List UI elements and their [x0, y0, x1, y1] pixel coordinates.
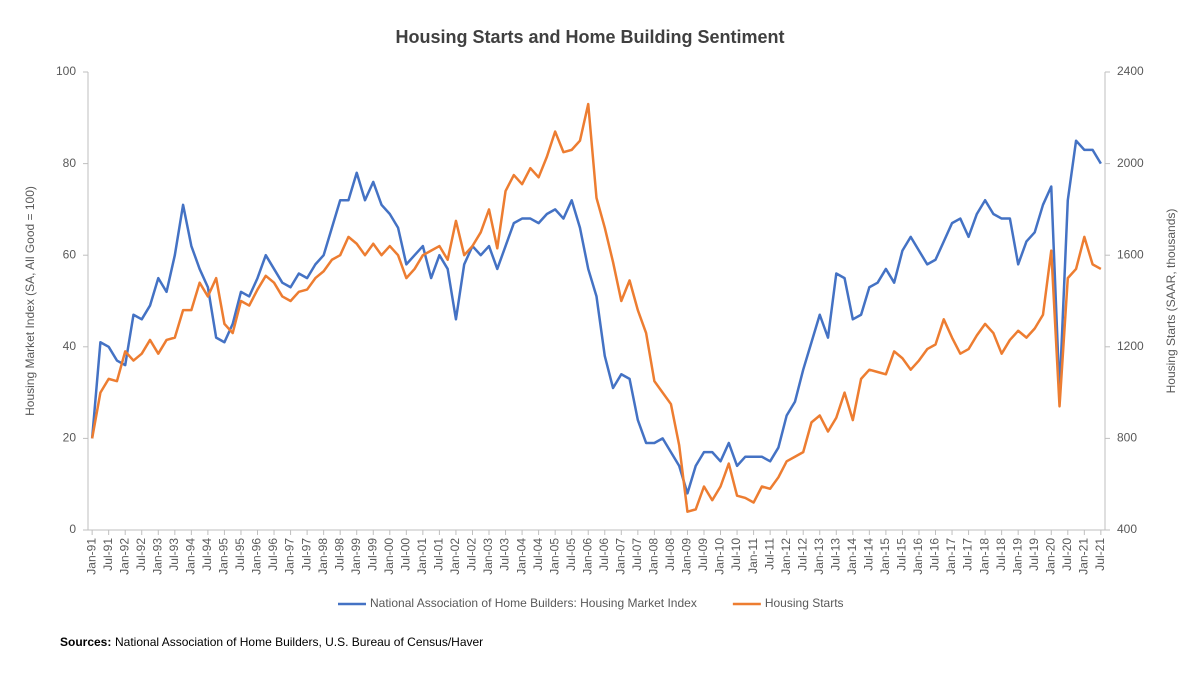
- x-tick-label: Jan-95: [217, 538, 231, 575]
- x-tick-label: Jan-08: [647, 538, 661, 575]
- x-tick-label: Jul-15: [895, 538, 909, 571]
- y2-tick-label: 1200: [1117, 339, 1144, 353]
- x-tick-label: Jul-96: [266, 538, 280, 571]
- x-tick-label: Jul-04: [531, 538, 545, 571]
- y-tick-label: 60: [63, 247, 77, 261]
- x-tick-label: Jan-21: [1077, 538, 1091, 575]
- x-tick-label: Jan-01: [415, 538, 429, 575]
- x-tick-label: Jan-97: [283, 538, 297, 575]
- legend-label: National Association of Home Builders: H…: [370, 596, 697, 610]
- x-tick-label: Jan-05: [547, 538, 561, 575]
- x-tick-label: Jan-07: [613, 538, 627, 575]
- x-tick-label: Jan-12: [779, 538, 793, 575]
- x-tick-label: Jul-94: [200, 538, 214, 571]
- y2-tick-label: 800: [1117, 431, 1137, 445]
- x-tick-label: Jul-93: [167, 538, 181, 571]
- x-tick-label: Jan-98: [316, 538, 330, 575]
- x-tick-label: Jan-13: [812, 538, 826, 575]
- y-axis-title: Housing Market Index (SA, All Good = 100…: [23, 186, 37, 416]
- x-tick-label: Jan-09: [680, 538, 694, 575]
- x-tick-label: Jan-93: [150, 538, 164, 575]
- source-text: National Association of Home Builders, U…: [115, 635, 483, 649]
- y-tick-label: 40: [63, 339, 77, 353]
- y2-tick-label: 400: [1117, 522, 1137, 536]
- series-line: [90, 139, 1102, 495]
- x-tick-label: Jul-92: [134, 538, 148, 571]
- x-tick-label: Jul-91: [101, 538, 115, 571]
- y2-tick-label: 2000: [1117, 156, 1144, 170]
- x-tick-label: Jul-95: [233, 538, 247, 571]
- x-tick-label: Jan-04: [514, 538, 528, 575]
- y2-tick-label: 2400: [1117, 64, 1144, 78]
- x-tick-label: Jul-21: [1093, 538, 1107, 571]
- x-tick-label: Jan-91: [84, 538, 98, 575]
- legend-label: Housing Starts: [765, 596, 844, 610]
- x-tick-label: Jan-96: [250, 538, 264, 575]
- x-tick-label: Jul-18: [994, 538, 1008, 571]
- x-tick-label: Jan-06: [580, 538, 594, 575]
- x-tick-label: Jul-08: [663, 538, 677, 571]
- x-tick-label: Jul-03: [498, 538, 512, 571]
- x-tick-label: Jan-15: [878, 538, 892, 575]
- x-tick-label: Jan-16: [911, 538, 925, 575]
- x-tick-label: Jul-07: [630, 538, 644, 571]
- y-tick-label: 20: [63, 431, 77, 445]
- series-line: [90, 102, 1102, 513]
- y2-tick-label: 1600: [1117, 247, 1144, 261]
- x-tick-label: Jan-99: [349, 538, 363, 575]
- x-tick-label: Jul-12: [795, 538, 809, 571]
- chart-title: Housing Starts and Home Building Sentime…: [395, 27, 784, 47]
- x-tick-label: Jan-00: [382, 538, 396, 575]
- x-tick-label: Jul-19: [1027, 538, 1041, 571]
- x-tick-label: Jan-02: [448, 538, 462, 575]
- x-tick-label: Jan-10: [713, 538, 727, 575]
- y-tick-label: 80: [63, 156, 77, 170]
- y-tick-label: 0: [69, 522, 76, 536]
- x-tick-label: Jul-99: [365, 538, 379, 571]
- x-tick-label: Jan-11: [746, 538, 760, 574]
- x-tick-label: Jul-13: [828, 538, 842, 571]
- x-tick-label: Jul-10: [729, 538, 743, 571]
- x-tick-label: Jan-14: [845, 538, 859, 575]
- x-tick-label: Jul-97: [299, 538, 313, 571]
- x-tick-label: Jul-02: [465, 538, 479, 571]
- x-tick-label: Jan-20: [1043, 538, 1057, 575]
- x-tick-label: Jul-11: [762, 538, 776, 570]
- x-tick-label: Jul-17: [961, 538, 975, 571]
- x-tick-label: Jan-17: [944, 538, 958, 575]
- x-tick-label: Jul-20: [1060, 538, 1074, 571]
- x-tick-label: Jan-18: [977, 538, 991, 575]
- x-tick-label: Jul-16: [928, 538, 942, 571]
- x-tick-label: Jul-98: [332, 538, 346, 571]
- x-tick-label: Jan-92: [117, 538, 131, 575]
- source-label: Sources:: [60, 635, 111, 649]
- x-tick-label: Jan-03: [481, 538, 495, 575]
- x-tick-label: Jul-00: [399, 538, 413, 571]
- x-tick-label: Jul-05: [564, 538, 578, 571]
- y-tick-label: 100: [56, 64, 76, 78]
- y2-axis-title: Housing Starts (SAAR, thousands): [1164, 209, 1178, 394]
- x-tick-label: Jan-19: [1010, 538, 1024, 575]
- x-tick-label: Jul-06: [597, 538, 611, 571]
- x-tick-label: Jul-14: [862, 538, 876, 571]
- x-tick-label: Jul-09: [696, 538, 710, 571]
- x-tick-label: Jul-01: [432, 538, 446, 571]
- x-tick-label: Jan-94: [184, 538, 198, 575]
